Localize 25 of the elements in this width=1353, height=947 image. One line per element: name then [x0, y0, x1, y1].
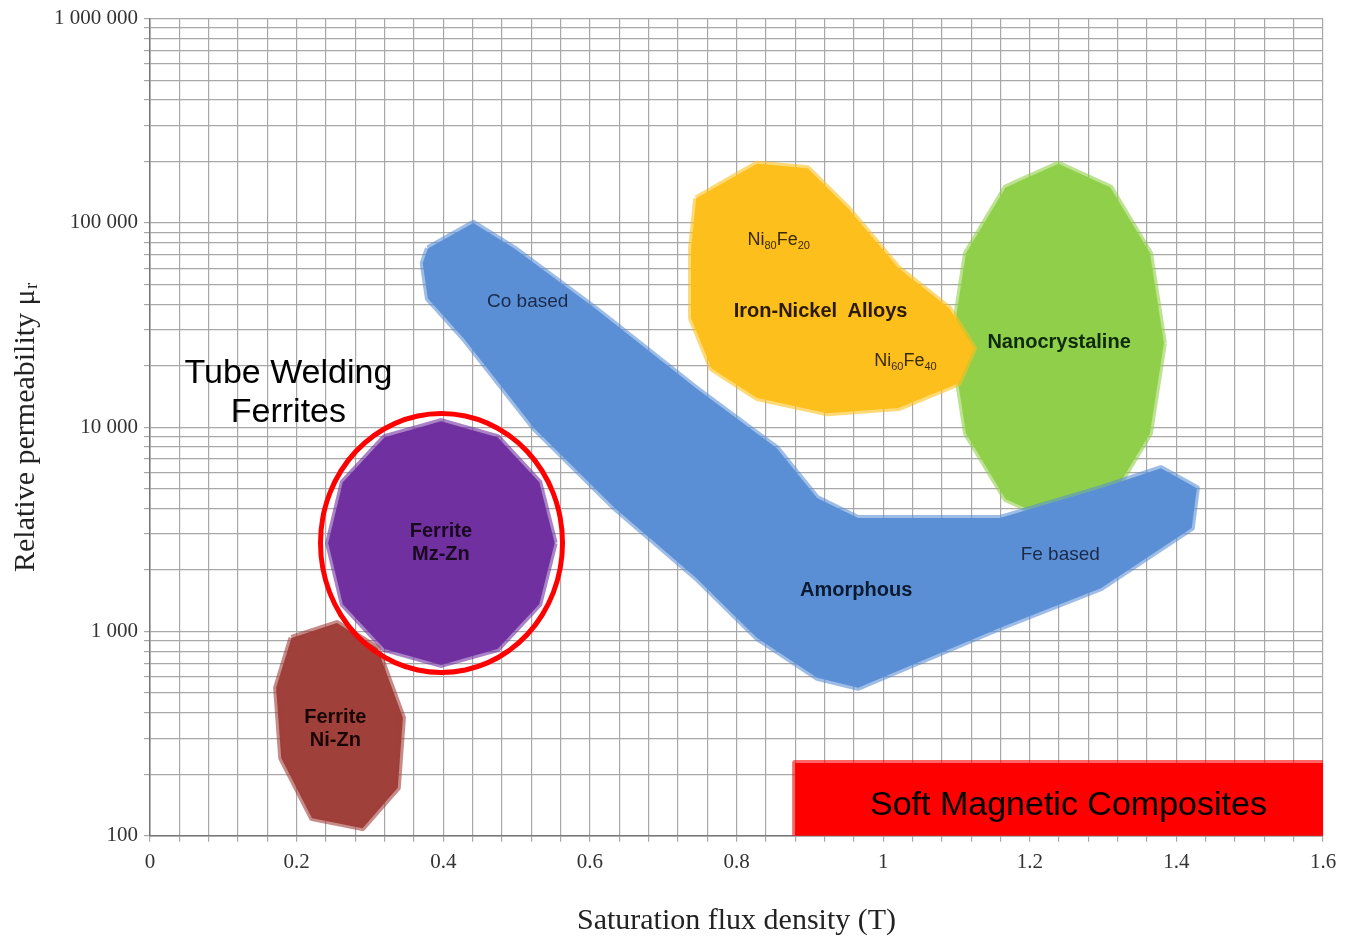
annotation: Tube Welding Ferrites	[184, 351, 393, 429]
x-tick-label: 0.4	[430, 848, 457, 873]
y-tick-label: 100 000	[69, 209, 138, 234]
annotation: Amorphous	[800, 578, 913, 601]
x-tick-label: 1.4	[1163, 848, 1190, 873]
y-tick-label: 1 000	[90, 618, 138, 643]
y-tick-label: 1 000 000	[54, 5, 138, 30]
y-tick-label: 10 000	[80, 413, 138, 438]
annotation: Ferrite Mz-Zn	[409, 519, 473, 565]
annotation: Iron-Nickel Alloys	[733, 299, 908, 322]
annotation: Soft Magnetic Composites	[870, 783, 1267, 822]
x-axis-title: Saturation flux density (T)	[576, 901, 897, 936]
annotation: Fe based	[1020, 542, 1100, 564]
x-tick-label: 0.2	[283, 848, 310, 873]
x-tick-label: 1.6	[1309, 848, 1337, 873]
x-tick-label: 1	[877, 848, 889, 873]
y-axis-title: Relative permeability μᵣ	[6, 282, 40, 572]
annotation: Co based	[487, 290, 569, 312]
annotation: Nanocrystaline	[987, 329, 1131, 352]
x-tick-label: 1.2	[1016, 848, 1043, 873]
x-tick-label: 0.8	[723, 848, 750, 873]
x-tick-label: 0	[144, 848, 156, 873]
y-tick-label: 100	[106, 822, 138, 847]
annotation: Ferrite Ni-Zn	[304, 704, 367, 750]
x-tick-label: 0.6	[576, 848, 603, 873]
